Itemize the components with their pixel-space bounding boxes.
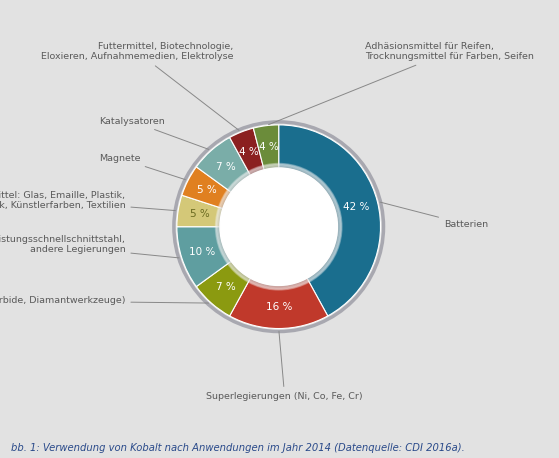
Text: 7 %: 7 % — [216, 162, 235, 171]
Text: Hartmetalle (Carbide, Diamantwerkzeuge): Hartmetalle (Carbide, Diamantwerkzeuge) — [0, 296, 209, 305]
Wedge shape — [196, 261, 250, 316]
Text: bb. 1: Verwendung von Kobalt nach Anwendungen im Jahr 2014 (Datenquelle: CDI 201: bb. 1: Verwendung von Kobalt nach Anwend… — [11, 443, 465, 453]
Text: 7 %: 7 % — [216, 282, 235, 292]
Text: 4 %: 4 % — [259, 142, 278, 152]
Text: Färbemittel: Glas, Emaille, Plastik,
Keramik, Künstlerfarben, Textilien: Färbemittel: Glas, Emaille, Plastik, Ker… — [0, 191, 176, 211]
Text: Katalysatoren: Katalysatoren — [99, 117, 209, 149]
Text: Superlegierungen (Ni, Co, Fe, Cr): Superlegierungen (Ni, Co, Fe, Cr) — [206, 331, 363, 401]
Text: Adhäsionsmittel für Reifen,
Trocknungsmittel für Farben, Seifen: Adhäsionsmittel für Reifen, Trocknungsmi… — [268, 42, 534, 125]
Wedge shape — [253, 125, 279, 170]
Text: 5 %: 5 % — [190, 209, 209, 219]
Text: 4 %: 4 % — [239, 147, 259, 157]
Text: 10 %: 10 % — [190, 246, 216, 256]
Text: Magnete: Magnete — [100, 154, 186, 180]
Circle shape — [220, 168, 338, 285]
Wedge shape — [230, 128, 264, 175]
Wedge shape — [279, 125, 381, 316]
Text: 42 %: 42 % — [343, 202, 369, 212]
Text: 5 %: 5 % — [197, 185, 217, 195]
Text: 16 %: 16 % — [266, 302, 292, 312]
Wedge shape — [230, 278, 328, 328]
Wedge shape — [182, 167, 231, 208]
Text: Futtermittel, Biotechnologie,
Eloxieren, Aufnahmemedien, Elektrolyse: Futtermittel, Biotechnologie, Eloxieren,… — [41, 42, 239, 131]
Text: Hochleistungsschnellschnittstahl,
andere Legierungen: Hochleistungsschnellschnittstahl, andere… — [0, 235, 179, 258]
Wedge shape — [196, 137, 250, 192]
Text: Batterien: Batterien — [380, 202, 488, 229]
Wedge shape — [177, 195, 223, 227]
Wedge shape — [177, 227, 231, 287]
